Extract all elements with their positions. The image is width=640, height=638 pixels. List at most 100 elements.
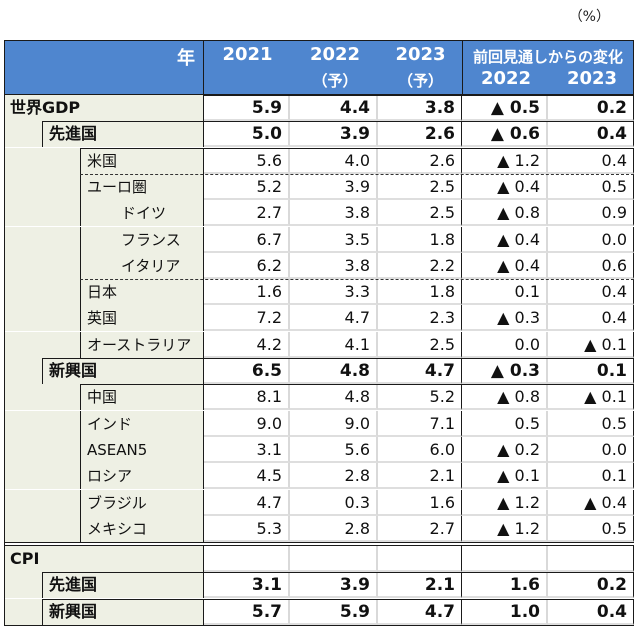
- table-row: 世界GDP 5.9 4.4 3.8 ▲ 0.5 0.2: [4, 95, 634, 121]
- cell-v2023: 6.0: [378, 436, 462, 463]
- cell-v2022: 4.4: [290, 95, 378, 121]
- cell-v2021: 5.9: [204, 95, 290, 121]
- cell-d2023: 0.9: [548, 200, 634, 227]
- table-row: 中国 8.1 4.8 5.2 ▲ 0.8 ▲ 0.1: [4, 384, 634, 411]
- row-label: ロシア: [80, 463, 204, 490]
- table-row: ドイツ 2.7 3.8 2.5 ▲ 0.8 0.9: [4, 200, 634, 227]
- cell-v2023: 5.2: [378, 384, 462, 411]
- row-label: ドイツ: [80, 200, 204, 227]
- cell-v2022: 3.9: [290, 121, 378, 148]
- row-indent: [4, 384, 80, 411]
- row-indent: [4, 358, 42, 384]
- line-us: [80, 147, 634, 149]
- row-label: オーストラリア: [80, 331, 204, 358]
- cell-d2023: 0.4: [548, 147, 634, 174]
- cell-d2023: [548, 546, 634, 573]
- row-indent: [4, 226, 80, 253]
- dash-euro-top: [80, 173, 634, 175]
- cell-v2022: 4.7: [290, 305, 378, 332]
- table-row: ロシア 4.5 2.8 2.1 ▲ 0.1 0.1: [4, 463, 634, 490]
- row-label: 先進国: [42, 121, 204, 148]
- cell-v2023: 2.1: [378, 572, 462, 599]
- table-row: 新興国 6.5 4.8 4.7 ▲ 0.3 0.1: [4, 358, 634, 384]
- row-label: 新興国: [42, 358, 204, 384]
- cell-d2022: [462, 546, 548, 573]
- cell-d2022: ▲ 0.4: [462, 226, 548, 253]
- row-indent: [4, 572, 42, 599]
- row-label: 世界GDP: [4, 95, 204, 121]
- cell-v2022: 3.8: [290, 252, 378, 279]
- cell-d2023: 0.1: [548, 358, 634, 384]
- row-label: メキシコ: [80, 515, 204, 542]
- line-cpi-top2: [4, 545, 634, 547]
- cell-v2021: 5.0: [204, 121, 290, 148]
- cell-v2022: 4.0: [290, 147, 378, 174]
- cell-v2022: 0.3: [290, 489, 378, 516]
- cell-d2023: 0.5: [548, 173, 634, 200]
- cell-v2023: 3.8: [378, 95, 462, 121]
- header-change-2023: 2023: [549, 41, 635, 94]
- line-china: [80, 384, 634, 386]
- line-cpi-advanced: [42, 572, 634, 574]
- line-cpi-top1: [4, 542, 634, 544]
- cell-v2022: 3.9: [290, 173, 378, 200]
- header-2023-label: 2023: [395, 44, 446, 65]
- row-label: 日本: [80, 279, 204, 306]
- cell-v2023: [378, 546, 462, 573]
- table-row: 先進国 5.0 3.9 2.6 ▲ 0.6 0.4: [4, 121, 634, 148]
- row-label: 先進国: [42, 572, 204, 599]
- row-indent: [4, 598, 42, 625]
- table-row: ユーロ圏 5.2 3.9 2.5 ▲ 0.4 0.5: [4, 173, 634, 200]
- cell-v2023: 7.1: [378, 410, 462, 437]
- cell-d2022: ▲ 1.2: [462, 147, 548, 174]
- cell-d2022: ▲ 0.6: [462, 121, 548, 148]
- header-year-cell: 年: [5, 41, 204, 94]
- cell-v2021: 4.7: [204, 489, 290, 516]
- header-year-label: 年: [177, 48, 195, 69]
- row-indent: [4, 279, 80, 306]
- cell-d2022: ▲ 0.4: [462, 252, 548, 279]
- table-row: 先進国 3.1 3.9 2.1 1.6 0.2: [4, 572, 634, 599]
- cell-v2023: 2.7: [378, 515, 462, 542]
- cell-d2023: 0.4: [548, 121, 634, 148]
- cell-v2022: 2.8: [290, 463, 378, 490]
- cell-d2022: 1.0: [462, 598, 548, 625]
- line-cpi-emerging: [42, 598, 634, 600]
- cell-d2023: 0.4: [548, 279, 634, 306]
- header-col-2021: 2021: [204, 41, 291, 94]
- cell-d2023: ▲ 0.4: [548, 489, 634, 516]
- cell-d2022: 0.0: [462, 331, 548, 358]
- cell-d2023: 0.1: [548, 463, 634, 490]
- cell-v2021: 5.7: [204, 598, 290, 625]
- row-label: ASEAN5: [80, 436, 204, 463]
- header-col-2023: 2023 （予）: [379, 41, 463, 94]
- cell-v2022: [290, 546, 378, 573]
- cell-d2022: 0.5: [462, 410, 548, 437]
- row-label: ユーロ圏: [80, 173, 204, 200]
- table-bottom-border: [4, 625, 634, 626]
- header-2021-label: 2021: [222, 44, 273, 65]
- line-emerging: [42, 358, 634, 359]
- cell-d2022: ▲ 0.5: [462, 95, 548, 121]
- cell-v2023: 1.8: [378, 279, 462, 306]
- cell-v2021: 5.3: [204, 515, 290, 542]
- row-label: CPI: [4, 546, 204, 573]
- header-change-2022-label: 2022: [480, 68, 532, 89]
- cell-d2022: ▲ 0.8: [462, 384, 548, 411]
- cell-v2021: 5.6: [204, 147, 290, 174]
- cell-v2023: 2.5: [378, 331, 462, 358]
- cell-v2023: 1.8: [378, 226, 462, 253]
- row-label: イタリア: [80, 252, 204, 279]
- header-change-title: 前回見通しからの変化: [472, 48, 623, 66]
- table-row: イタリア 6.2 3.8 2.2 ▲ 0.4 0.6: [4, 252, 634, 279]
- table-header: 年 2021 2022 （予） 2023 （予） 前回見通しからの変化 2022…: [4, 40, 634, 95]
- row-label: 新興国: [42, 598, 204, 625]
- cell-v2023: 4.7: [378, 598, 462, 625]
- header-col-2022: 2022 （予）: [291, 41, 379, 94]
- cell-d2023: 0.2: [548, 572, 634, 599]
- cell-d2023: 0.0: [548, 226, 634, 253]
- cell-v2022: 3.5: [290, 226, 378, 253]
- row-indent: [4, 200, 80, 227]
- cell-v2023: 2.1: [378, 463, 462, 490]
- cell-v2021: 2.7: [204, 200, 290, 227]
